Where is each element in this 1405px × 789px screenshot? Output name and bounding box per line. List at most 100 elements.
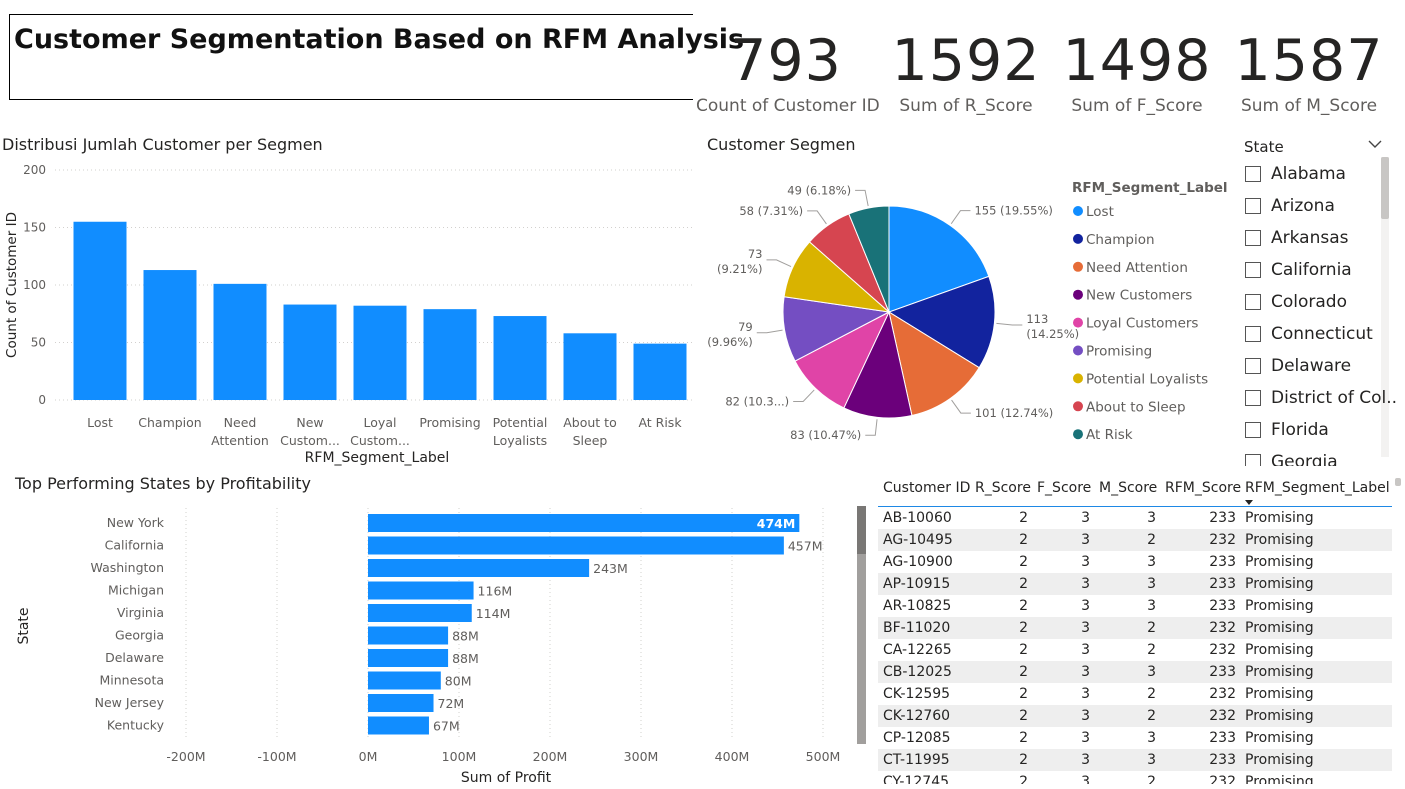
bar bbox=[368, 671, 441, 690]
table-cell: 233 bbox=[1160, 573, 1240, 595]
segment-column-chart[interactable]: 0 50 100 150 200 Lost Champion Need Attention New… bbox=[0, 155, 700, 467]
slicer-option[interactable]: California bbox=[1245, 256, 1352, 284]
slicer-option[interactable]: Delaware bbox=[1245, 352, 1351, 380]
table-row[interactable]: AR-10825 2 3 3 233 Promising bbox=[878, 595, 1392, 617]
y-tick-label: Michigan bbox=[108, 583, 164, 598]
column-header[interactable]: R_Score bbox=[970, 472, 1032, 507]
slicer-option[interactable]: Arizona bbox=[1245, 192, 1335, 220]
data-label: 116M bbox=[478, 584, 513, 599]
table-cell: 232 bbox=[1160, 529, 1240, 551]
data-label: 113 bbox=[1026, 312, 1048, 326]
table-cell: 3 bbox=[1032, 617, 1094, 639]
checkbox[interactable] bbox=[1245, 358, 1261, 374]
kpi-card-r-score[interactable]: 1592 Sum of R_Score bbox=[876, 28, 1056, 116]
table-cell: 233 bbox=[1160, 661, 1240, 683]
kpi-label: Sum of F_Score bbox=[1071, 96, 1203, 116]
chart-scrollbar[interactable] bbox=[857, 506, 866, 554]
table-row[interactable]: CK-12760 2 3 2 232 Promising bbox=[878, 705, 1392, 727]
table-cell: CY-12745 bbox=[883, 774, 950, 784]
x-axis-title: RFM_Segment_Label bbox=[305, 450, 450, 466]
checkbox[interactable] bbox=[1245, 454, 1261, 466]
x-tick-label: Promising bbox=[419, 415, 480, 430]
kpi-card-m-score[interactable]: 1587 Sum of M_Score bbox=[1219, 28, 1399, 116]
table-cell: 2 bbox=[970, 661, 1032, 683]
table-cell: 233 bbox=[1160, 749, 1240, 771]
data-label: 49 (6.18%) bbox=[787, 183, 851, 197]
table-cell: 2 bbox=[1019, 686, 1028, 702]
table-cell: CB-12025 bbox=[878, 661, 970, 683]
kpi-card-customer-count[interactable]: 793 Count of Customer ID bbox=[696, 28, 880, 116]
legend-label: At Risk bbox=[1086, 427, 1133, 443]
legend-label: Need Attention bbox=[1086, 260, 1188, 276]
legend-label: Champion bbox=[1086, 232, 1155, 248]
table-cell: 2 bbox=[1094, 529, 1160, 551]
checkbox[interactable] bbox=[1245, 422, 1261, 438]
slicer-scrollbar[interactable] bbox=[1381, 157, 1389, 219]
table-row[interactable]: BF-11020 2 3 2 232 Promising bbox=[878, 617, 1392, 639]
slicer-option[interactable]: Connecticut bbox=[1245, 320, 1373, 348]
table-cell: 2 bbox=[1019, 554, 1028, 570]
legend-marker bbox=[1073, 317, 1083, 328]
slicer-option[interactable]: Arkansas bbox=[1245, 224, 1349, 252]
slicer-option[interactable]: Alabama bbox=[1245, 160, 1346, 188]
checkbox[interactable] bbox=[1245, 198, 1261, 214]
slicer-option[interactable]: Florida bbox=[1245, 416, 1329, 444]
kpi-label: Sum of M_Score bbox=[1240, 96, 1378, 116]
bar bbox=[213, 283, 267, 400]
column-header[interactable]: Customer ID bbox=[878, 472, 970, 507]
table-row[interactable]: AG-10495 2 3 2 232 Promising bbox=[878, 529, 1392, 551]
checkbox[interactable] bbox=[1245, 326, 1261, 342]
slicer-option[interactable]: Colorado bbox=[1245, 288, 1347, 316]
column-header[interactable]: F_Score bbox=[1032, 472, 1094, 507]
kpi-value: 793 bbox=[730, 28, 842, 94]
table-cell: 3 bbox=[1094, 573, 1160, 595]
table-row[interactable]: CB-12025 2 3 3 233 Promising bbox=[878, 661, 1392, 683]
checkbox[interactable] bbox=[1245, 390, 1261, 406]
table-row[interactable]: AG-10900 2 3 3 233 Promising bbox=[878, 551, 1392, 573]
bar bbox=[368, 536, 784, 555]
table-cell: Promising bbox=[1245, 642, 1314, 658]
checkbox[interactable] bbox=[1245, 230, 1261, 246]
x-tick-label: About to bbox=[563, 415, 616, 430]
table-cell: Promising bbox=[1245, 598, 1314, 614]
table-row[interactable]: CY-12745 2 3 2 232 Promising bbox=[878, 771, 1392, 784]
checkbox[interactable] bbox=[1245, 262, 1261, 278]
table-row[interactable]: CA-12265 2 3 2 232 Promising bbox=[878, 639, 1392, 661]
slicer-option[interactable]: District of Col... bbox=[1245, 384, 1398, 412]
slicer-option[interactable]: Georgia bbox=[1245, 448, 1338, 466]
leader-line bbox=[793, 389, 815, 402]
chart-scroll-track[interactable] bbox=[857, 506, 866, 744]
table-row[interactable]: AB-10060 2 3 3 233 Promising bbox=[878, 507, 1392, 530]
column-header[interactable]: M_Score bbox=[1094, 472, 1160, 507]
table-cell: AG-10495 bbox=[878, 529, 970, 551]
state-slicer[interactable]: State Alabama Arizona Arkansas California Co… bbox=[1238, 136, 1398, 466]
table-row[interactable]: CT-11995 2 3 3 233 Promising bbox=[878, 749, 1392, 771]
y-tick-label: Minnesota bbox=[99, 673, 164, 688]
table-row[interactable]: CP-12085 2 3 3 233 Promising bbox=[878, 727, 1392, 749]
customer-table[interactable]: Customer ID R_Score F_Score M_Score RFM_Scor… bbox=[878, 472, 1394, 784]
segment-pie-chart[interactable]: 155 (19.55%) 113(14.25%) 101 (12.74%) 83 (1… bbox=[700, 155, 1235, 455]
state-profit-bar-chart[interactable]: -200M -100M 0M 100M 200M 300M 400M 500M New York… bbox=[0, 500, 856, 789]
data-label: 82 (10.3...) bbox=[725, 394, 789, 408]
y-tick-label: California bbox=[105, 538, 164, 553]
table-scrollbar[interactable] bbox=[1395, 478, 1401, 486]
table-row[interactable]: CK-12595 2 3 2 232 Promising bbox=[878, 683, 1392, 705]
table-cell: 2 bbox=[1147, 774, 1156, 784]
table-row[interactable]: AP-10915 2 3 3 233 Promising bbox=[878, 573, 1392, 595]
checkbox[interactable] bbox=[1245, 294, 1261, 310]
table-cell: 3 bbox=[1147, 554, 1156, 570]
kpi-label: Sum of R_Score bbox=[899, 96, 1033, 116]
x-tick-label: 500M bbox=[806, 749, 841, 764]
table-cell: Promising bbox=[1245, 774, 1314, 784]
bar bbox=[368, 514, 800, 532]
column-header[interactable]: RFM_Segment_Label bbox=[1240, 472, 1392, 507]
checkbox[interactable] bbox=[1245, 166, 1261, 182]
column-header[interactable]: RFM_Score bbox=[1160, 472, 1241, 507]
data-label: 83 (10.47%) bbox=[790, 428, 861, 442]
slicer-scroll-track[interactable] bbox=[1381, 157, 1389, 457]
table-cell: CA-12265 bbox=[883, 642, 952, 658]
kpi-card-f-score[interactable]: 1498 Sum of F_Score bbox=[1047, 28, 1227, 116]
table-cell: CP-12085 bbox=[883, 730, 951, 746]
pie-chart-title: Customer Segmen bbox=[707, 135, 856, 154]
chevron-down-icon[interactable] bbox=[1368, 138, 1382, 153]
